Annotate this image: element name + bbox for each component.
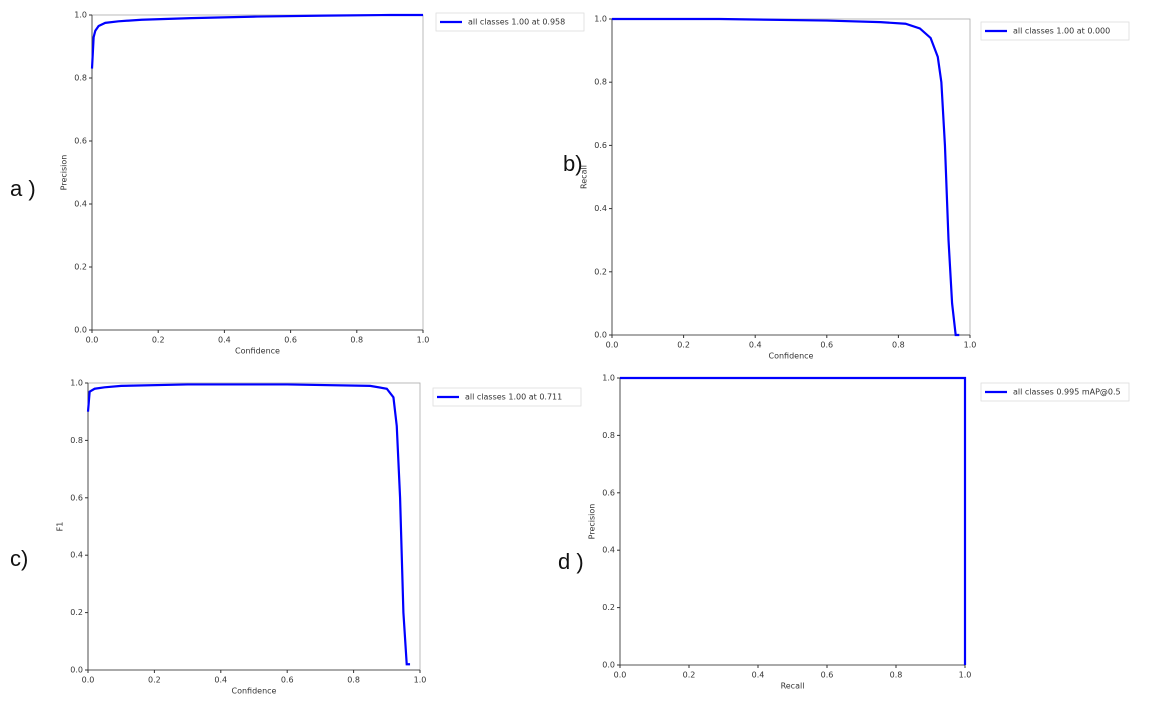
x-tick-label: 0.6 xyxy=(284,336,297,345)
plot-frame xyxy=(91,14,424,331)
y-tick-label: 0.6 xyxy=(74,137,87,146)
x-tick-label: 0.4 xyxy=(749,341,762,350)
x-tick-label: 0.8 xyxy=(892,341,905,350)
legend-box xyxy=(980,21,1130,41)
y-tick-label: 1.0 xyxy=(74,11,87,20)
x-tick-label: 0.4 xyxy=(214,676,227,685)
x-axis-label: Confidence xyxy=(232,687,277,696)
plot-frame xyxy=(619,377,966,666)
legend-label: all classes 1.00 at 0.711 xyxy=(465,393,562,402)
y-tick-label: 0.2 xyxy=(74,263,87,272)
panel-label: b) xyxy=(563,151,583,176)
y-tick-label: 0.4 xyxy=(594,204,607,213)
x-tick-label: 0.6 xyxy=(821,671,834,680)
y-tick-label: 0.0 xyxy=(74,326,87,335)
legend-box xyxy=(432,387,582,407)
y-tick-label: 0.0 xyxy=(594,331,607,340)
x-tick-label: 0.0 xyxy=(82,676,95,685)
y-tick-label: 0.6 xyxy=(594,141,607,150)
y-tick-label: 0.4 xyxy=(70,551,83,560)
y-tick-label: 0.2 xyxy=(594,267,607,276)
legend-box xyxy=(435,12,585,32)
x-tick-label: 0.8 xyxy=(350,336,363,345)
y-tick-label: 0.8 xyxy=(74,74,87,83)
legend-label: all classes 0.995 mAP@0.5 xyxy=(1013,388,1121,397)
series-line xyxy=(90,13,423,69)
y-tick-label: 0.8 xyxy=(594,78,607,87)
legend-box xyxy=(980,382,1130,402)
y-tick-label: 0.2 xyxy=(70,608,83,617)
y-axis-label: Precision xyxy=(60,155,69,191)
y-tick-label: 1.0 xyxy=(602,374,615,383)
x-tick-label: 1.0 xyxy=(417,336,430,345)
x-tick-label: 0.6 xyxy=(281,676,294,685)
series-line xyxy=(620,376,967,665)
x-tick-label: 0.4 xyxy=(218,336,231,345)
y-tick-label: 0.4 xyxy=(74,200,87,209)
y-tick-label: 0.8 xyxy=(602,431,615,440)
x-tick-label: 0.0 xyxy=(86,336,99,345)
x-axis-label: Confidence xyxy=(769,352,814,361)
y-tick-label: 0.2 xyxy=(602,603,615,612)
series-line xyxy=(86,383,411,666)
y-tick-label: 0.4 xyxy=(602,546,615,555)
y-tick-label: 0.0 xyxy=(602,661,615,670)
panel-label: c) xyxy=(10,546,28,571)
x-tick-label: 0.8 xyxy=(890,671,903,680)
x-axis-label: Confidence xyxy=(235,347,280,356)
x-tick-label: 0.8 xyxy=(347,676,360,685)
y-axis-label: Precision xyxy=(588,504,597,540)
x-tick-label: 0.0 xyxy=(606,341,619,350)
legend-label: all classes 1.00 at 0.000 xyxy=(1013,27,1110,36)
x-tick-label: 1.0 xyxy=(964,341,977,350)
y-axis-label: Recall xyxy=(580,165,589,189)
x-axis-label: Recall xyxy=(781,682,805,691)
x-tick-label: 0.6 xyxy=(820,341,833,350)
y-tick-label: 0.0 xyxy=(70,666,83,675)
y-tick-label: 0.6 xyxy=(602,488,615,497)
series-line xyxy=(612,17,960,337)
x-tick-label: 0.0 xyxy=(614,671,627,680)
x-tick-label: 0.4 xyxy=(752,671,765,680)
x-tick-label: 1.0 xyxy=(959,671,972,680)
panel-label: a ) xyxy=(10,176,36,201)
x-tick-label: 0.2 xyxy=(683,671,696,680)
panel-label: d ) xyxy=(558,549,584,574)
x-tick-label: 0.2 xyxy=(148,676,161,685)
plot-frame xyxy=(611,18,971,336)
x-tick-label: 0.2 xyxy=(152,336,165,345)
legend-label: all classes 1.00 at 0.958 xyxy=(468,18,565,27)
y-axis-label: F1 xyxy=(56,522,65,532)
y-tick-label: 0.6 xyxy=(70,493,83,502)
y-tick-label: 1.0 xyxy=(70,379,83,388)
y-tick-label: 0.8 xyxy=(70,436,83,445)
x-tick-label: 0.2 xyxy=(677,341,690,350)
x-tick-label: 1.0 xyxy=(414,676,427,685)
y-tick-label: 1.0 xyxy=(594,15,607,24)
plot-frame xyxy=(87,382,421,671)
